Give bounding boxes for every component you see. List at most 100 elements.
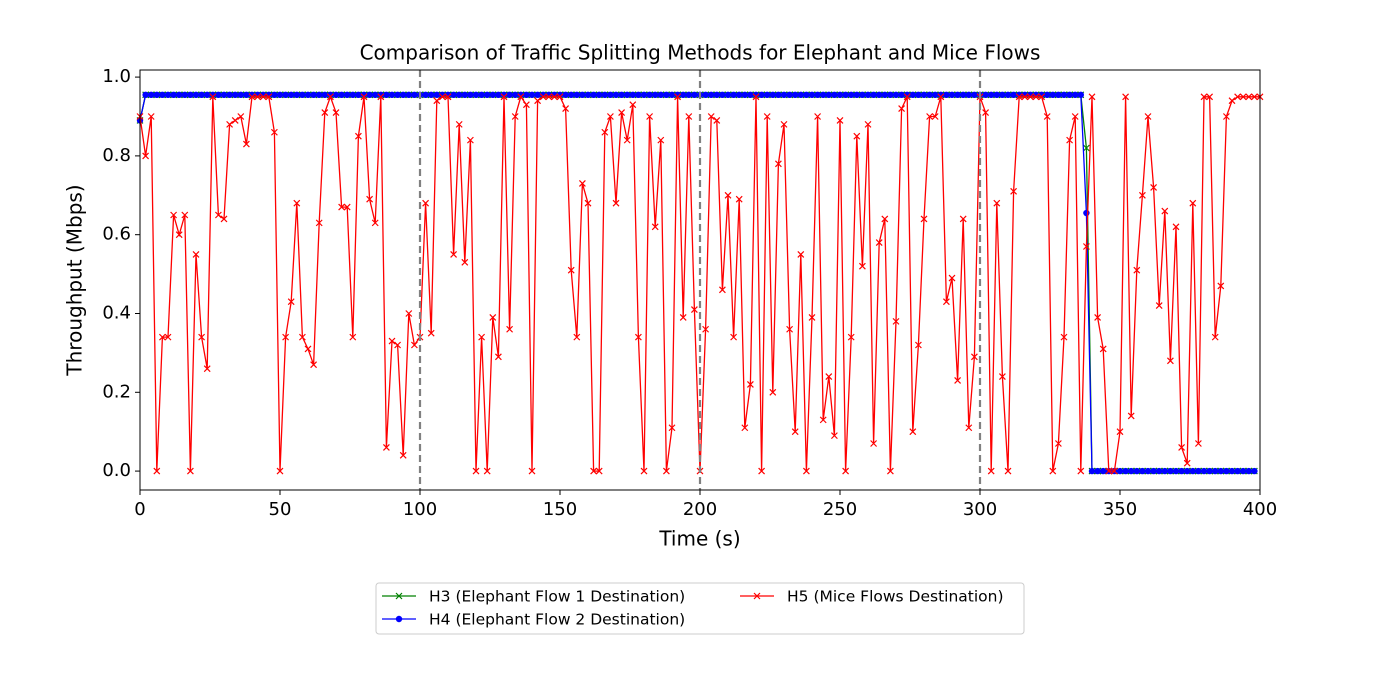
point bbox=[405, 310, 413, 317]
legend-marker bbox=[753, 592, 761, 600]
point bbox=[702, 91, 709, 99]
point bbox=[310, 91, 317, 99]
point bbox=[1049, 467, 1057, 475]
point bbox=[1167, 467, 1174, 475]
point bbox=[355, 91, 362, 99]
point bbox=[814, 113, 822, 120]
point bbox=[242, 140, 250, 148]
point bbox=[484, 91, 491, 99]
point bbox=[411, 91, 418, 99]
point bbox=[450, 91, 457, 99]
point bbox=[786, 325, 794, 333]
point bbox=[276, 467, 284, 475]
point bbox=[937, 93, 945, 101]
point bbox=[550, 93, 558, 101]
point bbox=[354, 132, 362, 140]
point bbox=[685, 91, 692, 99]
point bbox=[691, 91, 698, 99]
point bbox=[819, 416, 827, 424]
point bbox=[1094, 314, 1102, 321]
x-tick-label: 50 bbox=[269, 499, 292, 520]
point bbox=[259, 93, 267, 101]
point bbox=[948, 274, 956, 282]
point bbox=[394, 341, 402, 349]
point bbox=[1138, 191, 1146, 199]
point bbox=[399, 451, 407, 459]
point bbox=[248, 93, 256, 101]
point bbox=[422, 199, 430, 207]
point bbox=[1200, 93, 1208, 101]
point bbox=[1200, 467, 1208, 475]
point bbox=[674, 91, 681, 99]
point bbox=[680, 91, 687, 99]
point bbox=[164, 91, 172, 99]
legend-marker bbox=[395, 615, 403, 623]
point bbox=[1010, 187, 1018, 195]
point bbox=[176, 91, 183, 99]
point bbox=[226, 120, 234, 128]
point bbox=[842, 467, 850, 475]
point bbox=[595, 467, 603, 475]
point bbox=[1094, 467, 1101, 475]
point bbox=[1026, 93, 1034, 101]
point bbox=[321, 91, 328, 99]
point bbox=[270, 128, 278, 136]
point bbox=[848, 91, 855, 99]
point bbox=[758, 467, 766, 475]
point bbox=[651, 223, 659, 231]
point bbox=[1189, 467, 1197, 475]
point bbox=[456, 91, 463, 99]
point bbox=[808, 314, 816, 321]
legend-label: H3 (Elephant Flow 1 Destination) bbox=[429, 588, 685, 606]
point bbox=[327, 91, 334, 99]
point bbox=[1228, 97, 1236, 105]
point bbox=[461, 91, 468, 99]
point bbox=[853, 132, 861, 140]
point bbox=[1099, 345, 1107, 353]
point bbox=[926, 113, 934, 120]
point bbox=[517, 91, 524, 99]
point bbox=[1195, 467, 1202, 475]
point bbox=[349, 333, 357, 341]
point bbox=[495, 91, 502, 99]
point bbox=[791, 428, 799, 436]
point bbox=[466, 136, 474, 144]
point bbox=[1172, 467, 1180, 475]
point bbox=[634, 333, 642, 341]
point bbox=[1105, 467, 1113, 475]
point bbox=[864, 120, 872, 128]
point bbox=[573, 333, 581, 341]
point bbox=[959, 215, 967, 223]
point bbox=[489, 91, 496, 99]
point bbox=[1021, 93, 1029, 101]
point bbox=[915, 91, 922, 99]
point bbox=[204, 91, 211, 99]
point bbox=[427, 329, 435, 337]
point bbox=[203, 365, 211, 373]
point bbox=[517, 93, 525, 101]
point bbox=[954, 91, 961, 99]
point bbox=[422, 91, 429, 99]
point bbox=[1044, 91, 1051, 99]
point bbox=[652, 91, 659, 99]
point bbox=[578, 180, 586, 187]
y-tick-label: 0.0 bbox=[102, 460, 131, 481]
point bbox=[858, 262, 866, 270]
point bbox=[1082, 144, 1090, 152]
point bbox=[231, 117, 239, 124]
point bbox=[1211, 333, 1219, 341]
point bbox=[405, 91, 412, 99]
point bbox=[859, 91, 866, 99]
point bbox=[209, 91, 216, 99]
point bbox=[209, 93, 217, 101]
point bbox=[836, 117, 844, 124]
point bbox=[903, 93, 911, 101]
point bbox=[1116, 467, 1124, 475]
point bbox=[898, 91, 905, 99]
point bbox=[282, 333, 290, 341]
point bbox=[763, 113, 771, 120]
point bbox=[847, 333, 855, 341]
point bbox=[1228, 467, 1236, 475]
point bbox=[1166, 357, 1174, 365]
point bbox=[618, 109, 626, 116]
